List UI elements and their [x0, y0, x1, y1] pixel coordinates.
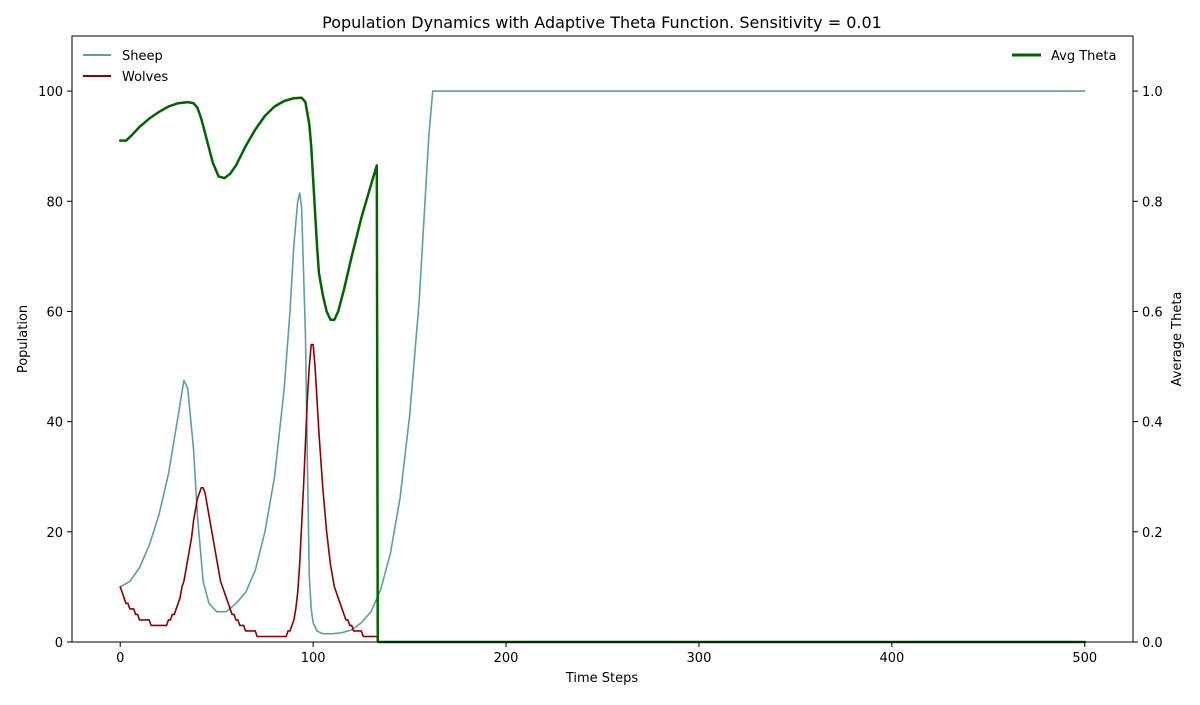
- legend-wolves-label: Wolves: [122, 70, 168, 85]
- x-tick-label: 0: [116, 651, 124, 666]
- series-line-sheep: [119, 90, 1086, 635]
- x-tick-label: 200: [494, 651, 519, 666]
- series-layer: [118, 90, 1087, 644]
- y-tick-label: 20: [46, 526, 63, 541]
- y-right-tick-label: 0.2: [1142, 526, 1163, 541]
- y-tick-label: 100: [38, 85, 63, 100]
- plot-area-frame: [71, 35, 1134, 643]
- y-right-tick-label: 0.6: [1142, 305, 1163, 320]
- chart-title: Population Dynamics with Adaptive Theta …: [322, 13, 882, 32]
- y-axis-label: Population: [16, 305, 31, 373]
- x-tick-label: 300: [687, 651, 712, 666]
- series-line-avg-theta: [118, 96, 1087, 644]
- y-right-tick-label: 0.4: [1142, 416, 1163, 431]
- x-axis: 0 100 200 300 400 500: [116, 642, 1097, 666]
- series-line-wolves: [119, 343, 1086, 643]
- y-tick-label: 40: [46, 416, 63, 431]
- y-right-tick-label: 0.0: [1142, 636, 1163, 651]
- y-tick-label: 0: [55, 636, 63, 651]
- y-axis-right-label: Average Theta: [1170, 292, 1185, 387]
- legend-left: Sheep Wolves: [83, 49, 168, 85]
- legend-avg-theta-label: Avg Theta: [1051, 49, 1116, 64]
- y-axis-right: 0.0 0.2 0.4 0.6 0.8 1.0: [1133, 85, 1163, 651]
- y-right-tick-label: 0.8: [1142, 195, 1163, 210]
- legend-right: Avg Theta: [1012, 49, 1116, 64]
- x-tick-label: 500: [1072, 651, 1097, 666]
- y-axis-left: 0 20 40 60 80 100: [38, 85, 72, 651]
- y-tick-label: 60: [46, 305, 63, 320]
- x-tick-label: 400: [879, 651, 904, 666]
- x-axis-label: Time Steps: [565, 671, 639, 686]
- y-tick-label: 80: [46, 195, 63, 210]
- y-right-tick-label: 1.0: [1142, 85, 1163, 100]
- x-tick-label: 100: [301, 651, 326, 666]
- legend-sheep-label: Sheep: [122, 49, 163, 64]
